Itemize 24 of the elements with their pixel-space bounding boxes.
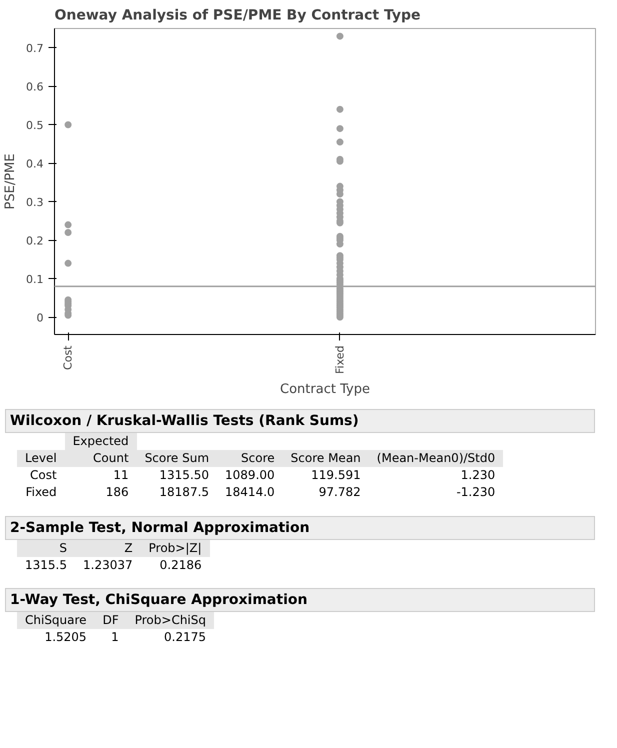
x-axis-title: Contract Type (280, 382, 370, 398)
text: Wilcoxon / Kruskal-Wallis Tests (Rank Sums) (5, 409, 595, 433)
y-axis-title: PSE/PME (3, 154, 18, 210)
y-tick-label: 0.1 (26, 273, 44, 286)
text: S Z Prob>|Z| (59, 540, 202, 555)
y-tick-label: 0.6 (26, 80, 44, 94)
x-tick-label: Fixed (333, 345, 346, 374)
text: 1-Way Test, ChiSquare Approximation (5, 588, 595, 612)
x-tick-label: Cost (62, 344, 75, 370)
text: 1.5205 1 0.2175 (44, 630, 206, 644)
y-tick-label: 0.7 (26, 42, 44, 56)
text: ChiSquare DF Prob>ChiSq (25, 612, 206, 627)
text: Fixed 186 18187.5 18414.0 97.782 -1.230 (26, 485, 496, 500)
text: Cost 11 1315.50 1089.00 119.591 1.230 (30, 468, 496, 482)
y-tick-label: 0.5 (26, 119, 44, 132)
y-tick-label: 0.4 (26, 158, 44, 171)
text: Level Count Score Sum Score Score Mean (Mean-Mean0)/Std0 (25, 451, 496, 466)
y-tick-label: 0 (36, 312, 44, 325)
text: Expected (64, 433, 137, 450)
chart-title: Oneway Analysis of PSE/PME By Contract Type (54, 8, 421, 24)
y-tick-label: 0.2 (26, 234, 44, 248)
text: 2-Sample Test, Normal Approximation (5, 516, 595, 540)
text: 1315.5 1.23037 0.2186 (25, 558, 202, 572)
y-tick-label: 0.3 (26, 196, 44, 210)
